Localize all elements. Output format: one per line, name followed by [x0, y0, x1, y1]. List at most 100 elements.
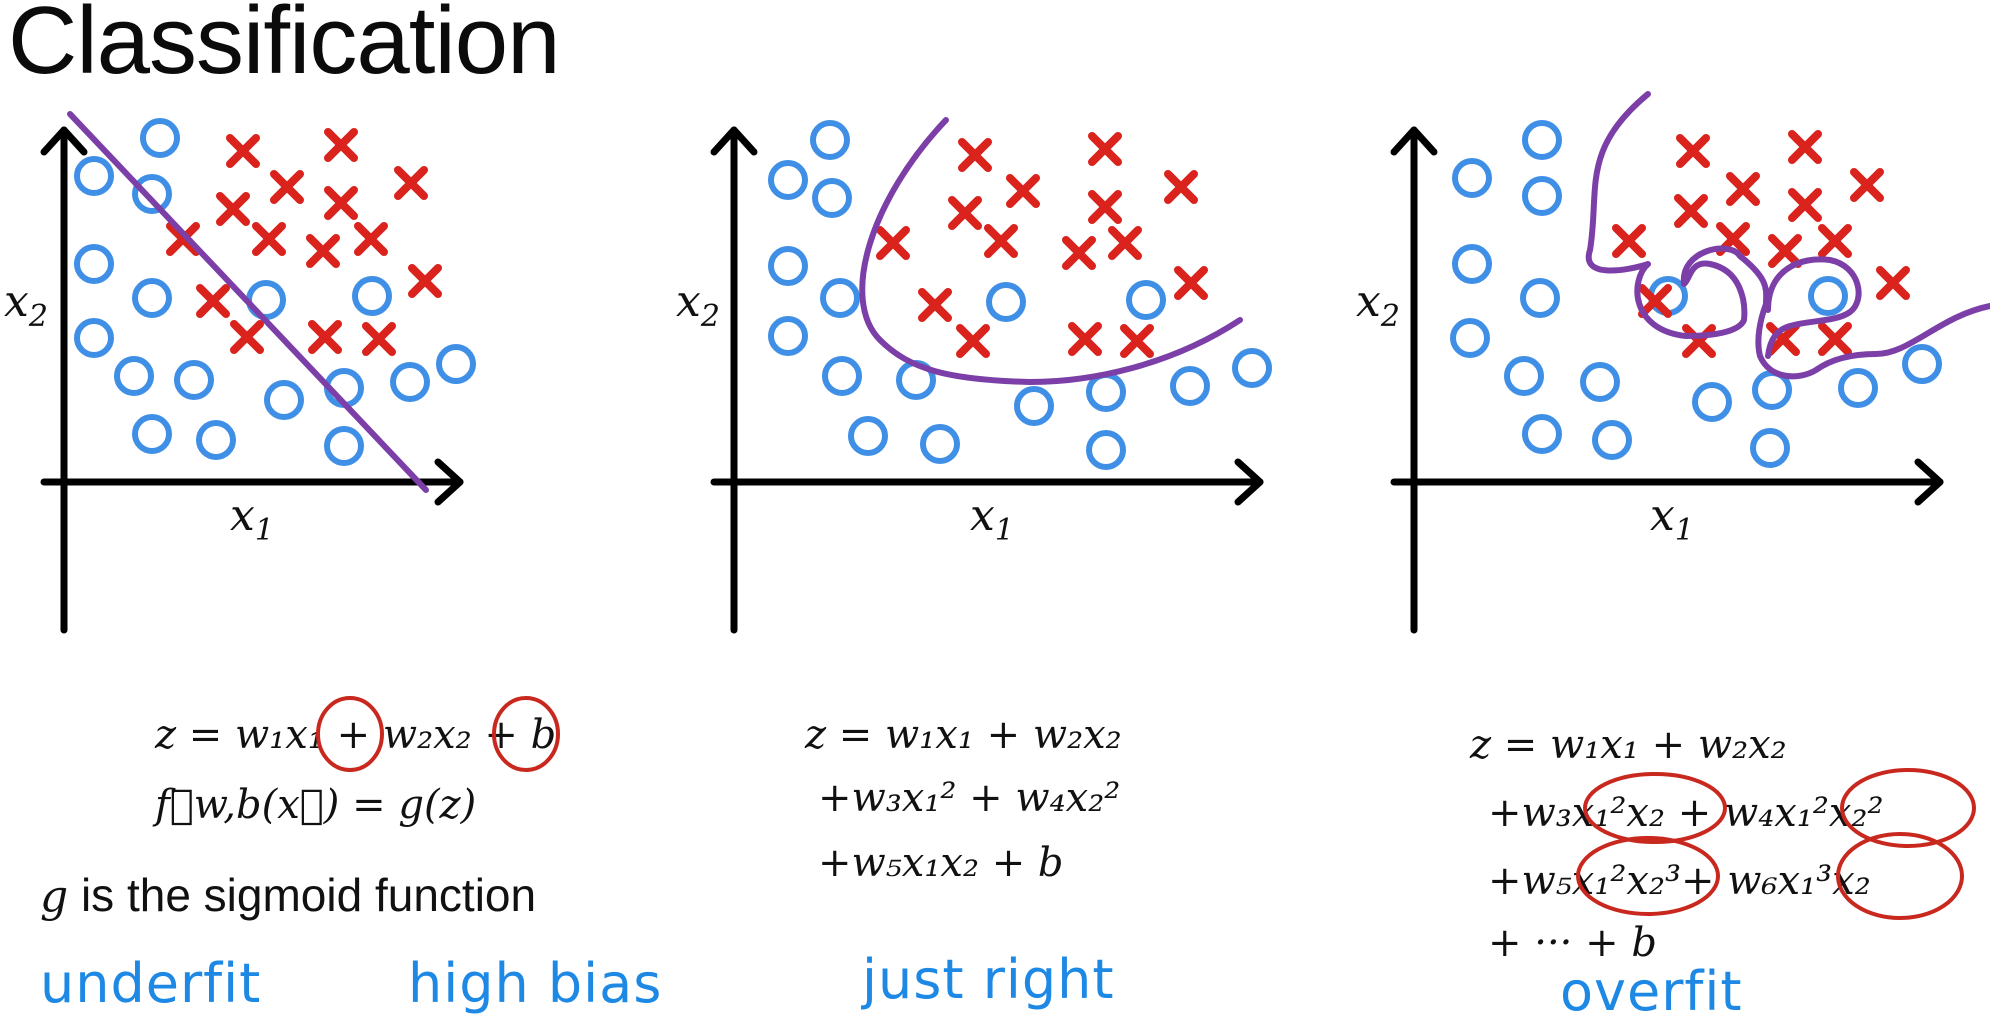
equation-underfit-line2: f⃗w,b(x⃗) = g(z) — [155, 782, 477, 828]
cross-marker — [362, 322, 396, 356]
circle-marker — [1750, 428, 1790, 468]
circle-marker — [1014, 386, 1054, 426]
circle-marker — [1504, 356, 1544, 396]
circle-marker — [1592, 420, 1632, 460]
circle-marker — [352, 276, 392, 316]
sigmoid-var: g — [40, 871, 69, 922]
circle-marker — [1580, 362, 1620, 402]
equation-underfit-line1: z = w₁x₁ + w₂x₂ + b — [155, 712, 557, 758]
scatter-plot-overfit — [1390, 91, 1990, 634]
circle-marker — [390, 362, 430, 402]
circle-marker — [436, 344, 476, 384]
cross-marker — [408, 264, 442, 298]
cross-marker — [230, 320, 264, 354]
circle-marker — [1522, 414, 1562, 454]
cross-marker — [1788, 188, 1822, 222]
panel-underfit: x1 x2 — [4, 111, 650, 690]
cross-marker — [308, 320, 342, 354]
circle-marker — [768, 160, 808, 200]
cross-marker — [1174, 266, 1208, 300]
circle-marker — [1692, 382, 1732, 422]
circle-marker — [114, 356, 154, 396]
caption-just-right: just right — [862, 948, 1115, 1011]
circle-marker — [196, 420, 236, 460]
cross-markers — [166, 128, 442, 356]
caption-overfit: overfit — [1560, 960, 1743, 1023]
cross-marker — [216, 192, 250, 226]
equation-overfit-line4: + ··· + b — [1488, 920, 1657, 966]
equation-just-right-line3: +w₅x₁x₂ + b — [818, 840, 1064, 886]
y-axis-label: x2 — [676, 276, 720, 334]
cross-marker — [918, 288, 952, 322]
circle-marker — [1170, 366, 1210, 406]
circle-marker — [74, 244, 114, 284]
circle-marker — [1522, 120, 1562, 160]
y-axis-label: x2 — [1356, 276, 1400, 334]
decision-boundary-line — [67, 111, 429, 493]
circle-marker — [1452, 158, 1492, 198]
circle-marker — [812, 178, 852, 218]
axes — [40, 126, 464, 634]
scatter-plot-just-right — [710, 117, 1272, 634]
circle-marker — [1086, 430, 1126, 470]
circle-marker — [848, 416, 888, 456]
circle-marker — [822, 356, 862, 396]
circle-marker — [174, 360, 214, 400]
circle-marker — [1522, 176, 1562, 216]
cross-marker — [270, 170, 304, 204]
x-axis-label: x1 — [970, 490, 1014, 548]
cross-markers — [1612, 130, 1910, 358]
sigmoid-text: is the sigmoid function — [68, 869, 537, 921]
circle-marker — [1902, 344, 1942, 384]
circle-markers — [768, 120, 1272, 470]
equation-just-right-line1: z = w₁x₁ + w₂x₂ — [805, 712, 1122, 758]
circle-marker — [324, 426, 364, 466]
axes — [710, 126, 1264, 634]
cross-marker — [324, 128, 358, 162]
circle-marker — [140, 118, 180, 158]
circle-marker — [768, 316, 808, 356]
cross-marker — [1676, 134, 1710, 168]
cross-marker — [1766, 322, 1800, 356]
circle-marker — [920, 424, 960, 464]
axes — [1390, 126, 1944, 634]
page-title: Classification — [8, 0, 561, 94]
cross-marker — [166, 222, 200, 256]
cross-marker — [1088, 190, 1122, 224]
cross-marker — [394, 166, 428, 200]
cross-marker — [984, 224, 1018, 258]
decision-boundary-curve-pocket — [1765, 256, 1862, 359]
circle-marker — [1808, 276, 1848, 316]
equation-underfit-line3: g is the sigmoid function — [40, 868, 536, 922]
cross-marker — [1120, 324, 1154, 358]
circle-marker — [132, 278, 172, 318]
equation-just-right-line2: +w₃x₁² + w₄x₂² — [818, 775, 1121, 821]
equation-overfit-line1: z = w₁x₁ + w₂x₂ — [1470, 722, 1787, 768]
cross-marker — [1876, 266, 1910, 300]
circle-marker — [820, 278, 860, 318]
cross-marker — [1068, 322, 1102, 356]
cross-marker — [958, 138, 992, 172]
decision-boundary-curve — [859, 117, 1243, 385]
cross-marker — [1726, 172, 1760, 206]
circle-markers — [1450, 120, 1942, 468]
circle-marker — [1232, 348, 1272, 388]
cross-marker — [196, 284, 230, 318]
circle-marker — [132, 174, 172, 214]
circle-marker — [1452, 244, 1492, 284]
cross-marker — [324, 186, 358, 220]
y-axis-label: x2 — [4, 276, 48, 334]
panel-overfit: x1 x2 — [1356, 91, 1990, 690]
circle-marker — [1086, 372, 1126, 412]
circle-marker — [1450, 318, 1490, 358]
cross-marker — [1164, 170, 1198, 204]
circle-marker — [74, 318, 114, 358]
equation-overfit-line3: +w₅x₁²x₂³+ w₆x₁³x₂ — [1488, 858, 1871, 904]
cross-marker — [1612, 224, 1646, 258]
cross-marker — [1818, 224, 1852, 258]
cross-marker — [956, 324, 990, 358]
circle-markers — [74, 118, 476, 466]
equation-overfit-line2: +w₃x₁²x₂ + w₄x₁²x₂² — [1488, 790, 1884, 836]
cross-markers — [876, 132, 1208, 358]
cross-marker — [252, 222, 286, 256]
